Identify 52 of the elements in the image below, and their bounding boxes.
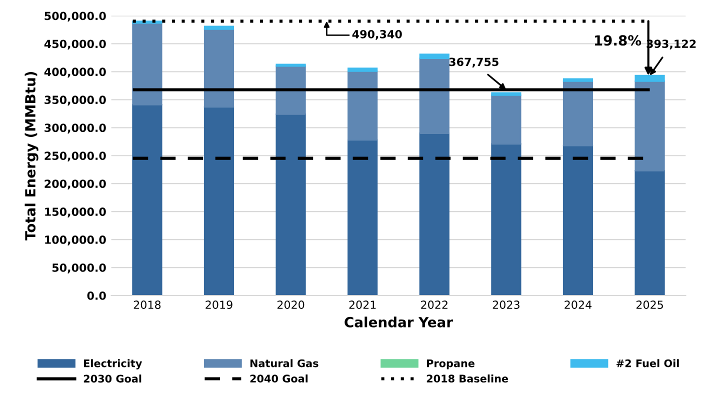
bar bbox=[634, 74, 665, 82]
y-tick-label: 450,000.0 bbox=[44, 40, 106, 50]
bar bbox=[348, 70, 378, 141]
x-tick-label: 2021 bbox=[349, 300, 376, 309]
legend-label: Propane bbox=[427, 359, 474, 370]
y-tick-label: 300,000.0 bbox=[44, 124, 106, 134]
x-tick-label: 2018 bbox=[134, 300, 161, 309]
bar bbox=[562, 144, 594, 296]
y-tick-label: 0.0 bbox=[87, 291, 106, 300]
y-tick-label: 250,000.0 bbox=[44, 152, 106, 162]
bar bbox=[634, 80, 665, 172]
x-tick-label: 2019 bbox=[206, 300, 232, 309]
bar bbox=[419, 54, 450, 59]
bar bbox=[491, 92, 522, 96]
legend-label: 2030 Goal bbox=[84, 374, 142, 383]
y-tick-label: 200,000.0 bbox=[44, 180, 106, 190]
bar bbox=[348, 139, 378, 296]
legend-label: 2018 Baseline bbox=[426, 374, 508, 383]
x-tick-label: 2024 bbox=[564, 300, 592, 309]
y-tick-label: 100,000.0 bbox=[45, 236, 106, 246]
x-tick-label: 2025 bbox=[636, 300, 663, 309]
bar bbox=[204, 106, 234, 296]
bar bbox=[419, 58, 450, 134]
legend-label: #2 Fuel Oil bbox=[616, 359, 679, 368]
bar bbox=[132, 104, 162, 296]
bar bbox=[419, 132, 450, 296]
x-tick-label: 2020 bbox=[277, 300, 304, 309]
annotation: 19.8% bbox=[594, 35, 642, 46]
bar bbox=[276, 114, 306, 296]
y-tick-label: 150,000.0 bbox=[45, 208, 106, 218]
y-tick-label: 400,000.0 bbox=[44, 68, 106, 78]
bar bbox=[132, 22, 162, 106]
legend-label: Natural Gas bbox=[250, 359, 318, 368]
bar bbox=[491, 143, 522, 296]
x-axis-title: Calendar Year bbox=[344, 316, 453, 328]
x-tick-label: 2023 bbox=[492, 300, 520, 309]
bar bbox=[562, 80, 594, 146]
bar bbox=[276, 65, 306, 115]
bar bbox=[634, 170, 665, 296]
x-tick-label: 2022 bbox=[421, 300, 448, 309]
bar bbox=[204, 28, 234, 108]
y-tick-label: 50,000.0 bbox=[52, 264, 106, 274]
y-axis-title: Total Energy (MMBtu) bbox=[24, 72, 38, 240]
bar bbox=[348, 68, 378, 72]
annotation: 490,340 bbox=[352, 30, 402, 40]
y-tick-label: 500,000.0 bbox=[44, 12, 106, 22]
legend-label: 2040 Goal bbox=[250, 374, 308, 383]
bar bbox=[204, 26, 234, 30]
bar bbox=[491, 94, 522, 145]
bar bbox=[562, 78, 594, 82]
y-tick-label: 350,000.0 bbox=[44, 96, 106, 106]
legend-label: Electricity bbox=[84, 359, 142, 370]
